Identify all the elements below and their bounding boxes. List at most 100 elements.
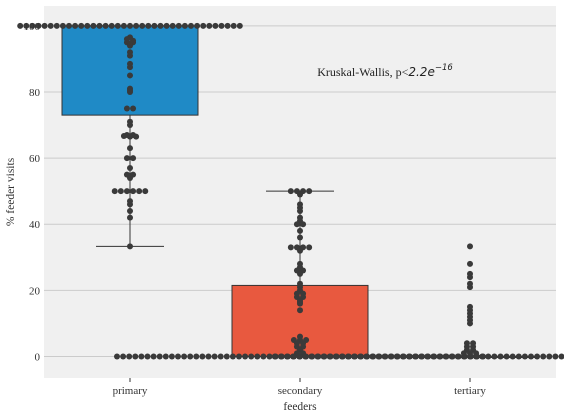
x-axis-label: feeders	[283, 401, 317, 413]
data-point	[546, 353, 553, 360]
y-tick-label: 100	[24, 21, 41, 33]
data-point	[47, 22, 54, 29]
data-point	[467, 320, 473, 327]
data-point	[130, 188, 137, 195]
y-axis-ticks: 0 20 40 60 80 100	[24, 21, 41, 364]
data-point	[120, 22, 127, 29]
data-point	[151, 22, 158, 29]
data-point	[102, 22, 109, 29]
data-point	[138, 353, 145, 360]
data-point	[277, 353, 284, 360]
y-tick-label: 0	[35, 352, 41, 364]
kruskal-wallis-annotation: Kruskal-Wallis, p<2.2e−16	[317, 63, 453, 79]
data-point	[369, 353, 376, 360]
data-point	[133, 133, 140, 140]
data-point	[163, 22, 170, 29]
data-point	[467, 353, 473, 360]
data-point	[509, 353, 516, 360]
data-point	[53, 22, 60, 29]
data-point	[320, 353, 327, 360]
annotation-pvalue-exponent: −16	[435, 63, 454, 73]
data-point	[467, 284, 473, 291]
data-point	[66, 22, 72, 29]
data-point	[467, 274, 473, 281]
data-point	[126, 353, 133, 360]
data-point	[528, 353, 534, 360]
data-point	[127, 165, 133, 172]
data-point	[552, 353, 559, 360]
data-point	[558, 353, 564, 360]
data-point	[424, 353, 431, 360]
data-point	[123, 155, 130, 162]
data-point	[123, 188, 130, 195]
data-point	[144, 353, 151, 360]
data-point	[127, 201, 133, 208]
data-point	[521, 353, 528, 360]
data-point	[467, 243, 473, 250]
data-point	[503, 353, 510, 360]
annotation-pvalue-base: 2.2	[408, 65, 427, 79]
data-point	[199, 353, 206, 360]
data-point	[236, 22, 243, 29]
data-point	[194, 22, 201, 29]
points-tertiary	[271, 243, 564, 360]
data-point	[29, 22, 36, 29]
data-point	[297, 307, 303, 314]
data-point	[223, 353, 230, 360]
data-point	[181, 22, 188, 29]
data-point	[473, 353, 480, 360]
data-point	[442, 353, 449, 360]
y-tick-label: 60	[29, 153, 41, 165]
data-point	[150, 353, 157, 360]
data-point	[206, 22, 213, 29]
data-point	[120, 132, 127, 139]
data-point	[479, 353, 486, 360]
y-axis-label: % feeder visits	[5, 157, 17, 226]
data-point	[357, 353, 364, 360]
swarm-points	[17, 22, 564, 360]
data-point	[96, 22, 103, 29]
data-point	[306, 188, 313, 195]
data-point	[454, 353, 461, 360]
data-point	[114, 22, 121, 29]
data-point	[187, 353, 194, 360]
data-point	[266, 353, 273, 360]
data-point	[254, 353, 261, 360]
data-point	[90, 22, 97, 29]
data-point	[142, 188, 149, 195]
data-point	[287, 244, 294, 251]
data-point	[290, 353, 297, 360]
data-point	[248, 353, 255, 360]
data-point	[127, 64, 133, 71]
data-point	[297, 300, 303, 307]
data-point	[363, 353, 370, 360]
data-point	[393, 353, 400, 360]
data-point	[448, 353, 455, 360]
data-point	[127, 243, 133, 250]
data-point	[120, 353, 127, 360]
data-point	[175, 22, 182, 29]
y-tick-label: 40	[29, 219, 41, 231]
data-point	[162, 353, 169, 360]
data-point	[200, 22, 207, 29]
data-point	[430, 353, 437, 360]
data-point	[271, 353, 278, 360]
data-point	[387, 353, 394, 360]
data-point	[84, 22, 91, 29]
data-point	[418, 353, 425, 360]
box-primary	[61, 25, 199, 247]
data-point	[127, 52, 133, 59]
data-point	[497, 353, 504, 360]
data-point	[127, 88, 133, 95]
data-point	[306, 244, 313, 251]
data-point	[297, 227, 303, 234]
data-point	[375, 353, 382, 360]
data-point	[127, 214, 133, 221]
data-point	[460, 353, 467, 360]
data-point	[287, 188, 294, 195]
data-point	[130, 155, 137, 162]
y-tick-label: 20	[29, 285, 41, 297]
data-point	[406, 353, 412, 360]
data-point	[485, 353, 492, 360]
